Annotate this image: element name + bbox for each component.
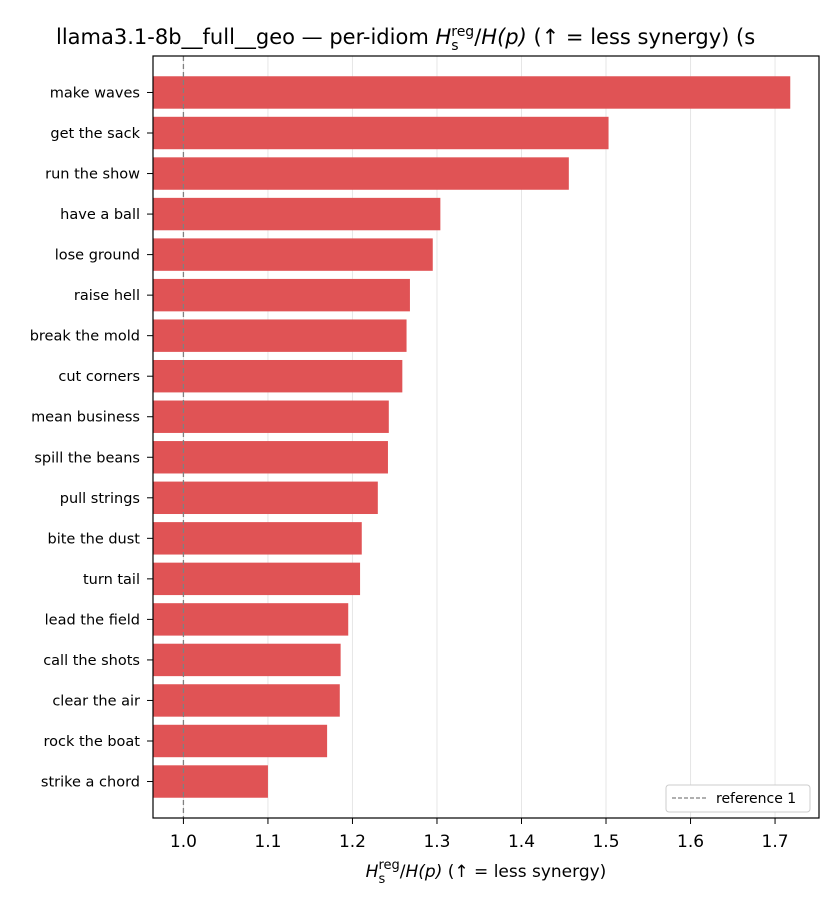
bar	[153, 562, 361, 596]
y-tick-label: spill the beans	[34, 450, 140, 466]
y-tick-label: strike a chord	[41, 775, 140, 791]
bars	[153, 76, 791, 798]
x-tick-label: 1.3	[423, 832, 450, 852]
x-tick-label: 1.0	[170, 832, 197, 852]
x-tick-label: 1.5	[592, 832, 619, 852]
y-tick-label: get the sack	[50, 126, 140, 142]
chart-title-prefix: llama3.1-8b__full__geo — per-idiom	[56, 25, 435, 50]
title-metric-sup: reg	[451, 24, 474, 40]
x-axis-label-suffix: (↑ = less synergy)	[442, 862, 606, 882]
x-tick-label: 1.2	[339, 832, 366, 852]
y-tick-label: make waves	[50, 85, 140, 101]
bar	[153, 603, 349, 636]
y-tick-label: mean business	[31, 410, 140, 426]
x-tick-label: 1.7	[762, 832, 789, 852]
bar	[153, 724, 328, 758]
legend-box	[665, 784, 811, 813]
bar	[153, 400, 389, 433]
plot-frame	[152, 55, 820, 819]
y-tick-label: pull strings	[60, 491, 140, 507]
bar	[153, 441, 388, 474]
x-tick-label: 1.6	[677, 832, 704, 852]
bar	[153, 359, 403, 393]
bar	[153, 319, 407, 352]
legend-reference-label: reference 1	[716, 791, 796, 807]
chart-title-suffix: (↑ = less synergy) (s	[527, 25, 755, 49]
bar	[153, 522, 362, 555]
bar	[153, 765, 268, 798]
bar	[153, 116, 609, 150]
x-axis-label: Hreg s/H(p) (↑ = less synergy)	[366, 858, 607, 887]
y-tick-label: cut corners	[58, 369, 140, 385]
title-metric-sub: s	[451, 38, 458, 54]
y-tick-label: break the mold	[30, 329, 140, 345]
xlabel-metric-sub: s	[378, 872, 385, 887]
y-tick-label: have a ball	[60, 207, 140, 223]
y-tick-label: lose ground	[55, 248, 140, 264]
y-tick-label: clear the air	[52, 693, 140, 709]
legend: reference 1	[665, 784, 811, 813]
bar	[153, 197, 441, 231]
title-metric-symbol: H	[435, 25, 451, 49]
xlabel-metric-symbol: H	[366, 862, 379, 882]
y-tick-label: turn tail	[83, 572, 140, 588]
y-tick-label: rock the boat	[43, 734, 140, 750]
x-ticks: 1.0 1.1 1.2 1.3 1.4 1.5 1.6 1.7	[170, 818, 789, 852]
x-tick-label: 1.4	[508, 832, 535, 852]
x-tick-label: 1.1	[254, 832, 281, 852]
bar	[153, 643, 341, 677]
xlabel-metric-denominator: H(p)	[406, 862, 443, 882]
y-tick-label: bite the dust	[48, 531, 141, 547]
bar	[153, 76, 791, 109]
y-tick-label: lead the field	[45, 612, 140, 628]
title-metric-denominator: H(p)	[481, 25, 527, 49]
y-tick-label: call the shots	[43, 653, 140, 669]
bar	[153, 157, 569, 190]
y-ticks: make waves get the sack run the show have a…	[30, 85, 153, 791]
bar	[153, 238, 433, 271]
y-tick-label: raise hell	[74, 288, 140, 304]
chart-title: llama3.1-8b__full__geo — per-idiom Hreg s…	[56, 24, 755, 54]
xlabel-metric-sup: reg	[378, 858, 399, 873]
bar	[153, 684, 340, 717]
y-tick-label: run the show	[45, 167, 140, 183]
bar	[153, 278, 410, 312]
bar	[153, 481, 378, 515]
